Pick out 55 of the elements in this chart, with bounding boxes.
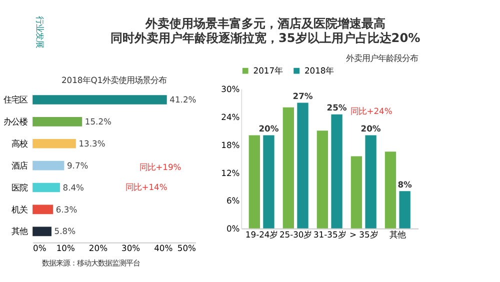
- x-tick-label: 25-30岁: [279, 229, 312, 240]
- y-tick-label: 18%: [221, 140, 240, 150]
- text: 行业发展: [35, 16, 46, 48]
- annotation: 同比+19%: [140, 162, 182, 172]
- bar: [263, 135, 274, 228]
- x-tick-label: 10%: [56, 243, 75, 254]
- bar: [331, 114, 342, 228]
- data-label: 25%: [326, 102, 348, 113]
- source-note: 数据来源：移动大数据监测平台: [42, 258, 140, 268]
- data-label: 41.2%: [170, 94, 196, 105]
- y-tick-label: 住宅区: [3, 94, 28, 105]
- y-tick-label: 24%: [221, 112, 240, 122]
- x-tick-label: 30%: [122, 243, 140, 254]
- bar: [365, 135, 376, 228]
- data-label: 20%: [258, 124, 280, 134]
- y-tick-label: 高校: [11, 138, 28, 148]
- legend-label: 2017年: [253, 66, 283, 76]
- data-label: 6.3%: [56, 204, 78, 214]
- y-tick-label: 30%: [221, 84, 240, 94]
- data-label: 9.7%: [66, 160, 88, 170]
- x-tick-label: 40%: [154, 243, 173, 254]
- annotation: 同比+24%: [350, 106, 392, 116]
- data-label: 8%: [398, 179, 413, 190]
- x-tick-label: 31-35岁: [313, 229, 346, 240]
- y-tick-label: 机关: [11, 204, 28, 214]
- data-label: 15.2%: [84, 116, 112, 126]
- x-tick-label: 50%: [177, 243, 196, 254]
- bar: [399, 191, 410, 228]
- x-tick-label: 20%: [88, 243, 108, 254]
- y-tick-label: 办公楼: [3, 116, 28, 126]
- bar: [316, 130, 328, 228]
- data-label: 20%: [360, 124, 382, 134]
- chart-title: 2018年Q1外卖使用场景分布: [61, 75, 167, 86]
- data-label: 13.3%: [78, 138, 106, 148]
- bar: [384, 152, 396, 228]
- chart-title: 外卖用户年龄段分布: [346, 52, 418, 63]
- bar: [350, 156, 362, 228]
- text: 同时外卖用户年龄段逐渐拉宽，35岁以上用户占比达20%: [110, 31, 420, 46]
- x-tick-label: 19-24岁: [245, 229, 278, 240]
- y-tick-label: 医院: [11, 182, 28, 192]
- x-tick-label: > 35岁: [349, 229, 378, 240]
- bar: [282, 107, 294, 228]
- annotation: 同比+14%: [126, 182, 168, 192]
- bar: [297, 102, 308, 228]
- text: 外卖使用场景丰富多元，酒店及医院增速最高: [144, 16, 386, 30]
- y-tick-label: 6%: [226, 196, 240, 206]
- y-tick-label: 12%: [221, 168, 240, 178]
- data-label: 5.8%: [54, 226, 76, 236]
- y-tick-label: 酒店: [11, 160, 28, 170]
- data-label: 27%: [292, 90, 314, 101]
- bar: [248, 135, 260, 228]
- x-tick-label: 其他: [390, 229, 406, 240]
- x-tick-label: 0%: [33, 243, 46, 254]
- legend-label: 2018年: [304, 66, 334, 76]
- data-label: 8.4%: [62, 182, 84, 192]
